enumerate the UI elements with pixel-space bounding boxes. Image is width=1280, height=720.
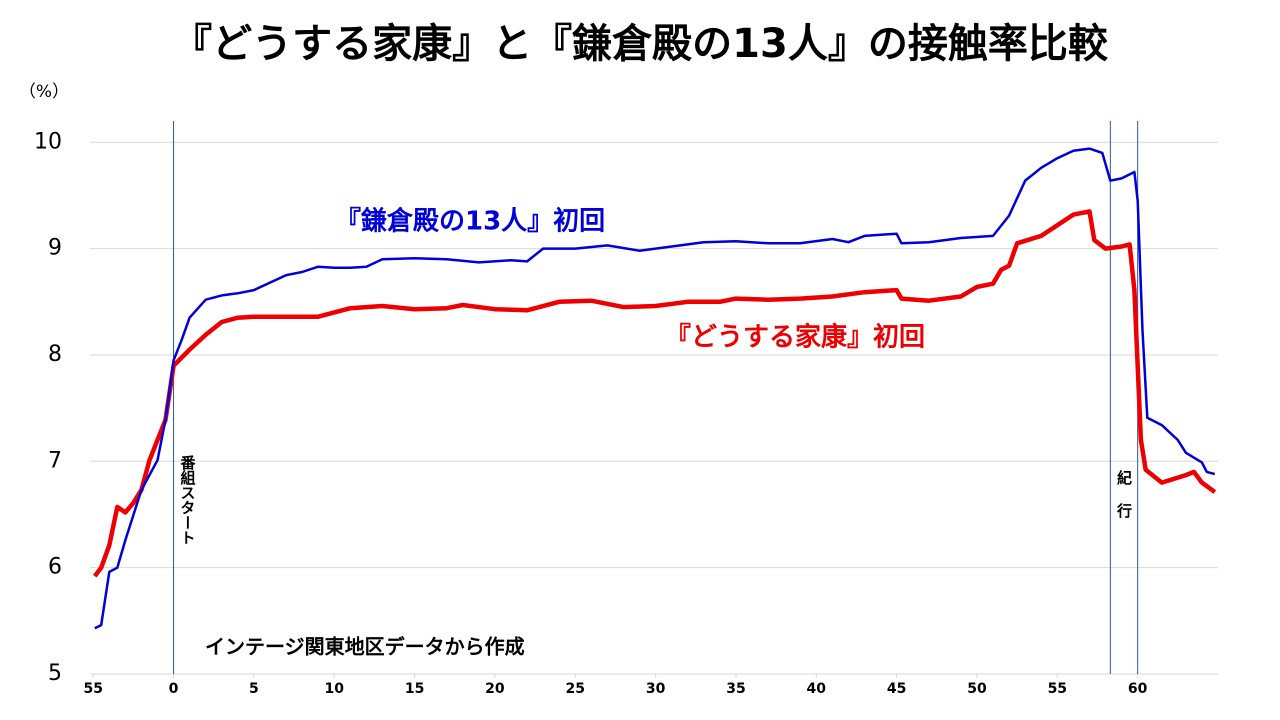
series-line [93, 209, 1217, 578]
y-tick-label: 5 [48, 661, 62, 686]
series-line [94, 147, 1216, 630]
x-tick-label: 10 [324, 681, 344, 697]
y-tick-label: 10 [34, 129, 62, 154]
x-tick-label: 50 [967, 681, 987, 697]
x-tick-label: 60 [1128, 681, 1148, 697]
series-label: 『鎌倉殿の13人』初回 [335, 206, 605, 237]
x-tick-label: 30 [646, 681, 666, 697]
x-tick-label: 45 [887, 681, 906, 697]
x-tick-label: 55 [1048, 681, 1067, 697]
y-tick-label: 9 [48, 236, 62, 261]
event-label: 紀行 [1115, 469, 1133, 536]
y-tick-label: 7 [48, 448, 62, 473]
y-tick-label: 6 [48, 555, 62, 580]
y-axis-label: （%） [19, 82, 69, 102]
x-tick-label: 15 [405, 681, 424, 697]
x-tick-label: 25 [566, 681, 585, 697]
x-tick-label: 0 [169, 681, 179, 697]
series-label: 『どうする家康』初回 [665, 322, 925, 353]
x-tick-label: 40 [807, 681, 827, 697]
x-tick-label: 5 [249, 681, 259, 697]
x-tick-label: 20 [485, 681, 505, 697]
x-tick-label: 55 [83, 681, 102, 697]
y-tick-label: 8 [48, 342, 62, 367]
chart-title: 『どうする家康』と『鎌倉殿の13人』の接触率比較 [172, 21, 1109, 67]
x-tick-label: 35 [726, 681, 745, 697]
event-label: 番組スタート [179, 454, 197, 545]
source-note: インテージ関東地区データから作成 [205, 635, 525, 659]
